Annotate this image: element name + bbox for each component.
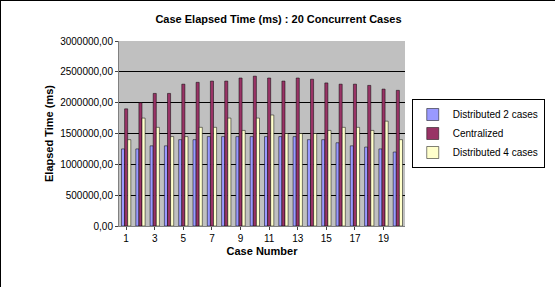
svg-text:Case Number: Case Number <box>227 245 299 257</box>
svg-text:17: 17 <box>349 233 361 244</box>
svg-text:3000000,00: 3000000,00 <box>60 36 113 47</box>
svg-text:1000000,00: 1000000,00 <box>60 159 113 170</box>
svg-text:19: 19 <box>378 233 390 244</box>
svg-text:9: 9 <box>238 233 244 244</box>
svg-text:2500000,00: 2500000,00 <box>60 66 113 77</box>
svg-text:Centralized: Centralized <box>453 128 504 139</box>
svg-text:Elapsed Time (ms): Elapsed Time (ms) <box>43 85 55 182</box>
svg-text:2000000,00: 2000000,00 <box>60 97 113 108</box>
svg-text:0,00: 0,00 <box>94 221 114 232</box>
svg-text:11: 11 <box>264 233 275 244</box>
svg-text:5: 5 <box>181 233 187 244</box>
svg-text:7: 7 <box>209 233 215 244</box>
svg-text:15: 15 <box>321 233 333 244</box>
svg-text:1: 1 <box>123 233 129 244</box>
svg-text:1500000,00: 1500000,00 <box>60 128 113 139</box>
svg-text:Distributed 2 cases: Distributed 2 cases <box>453 109 538 120</box>
svg-text:Distributed 4 cases: Distributed 4 cases <box>453 147 538 158</box>
svg-text:Case Elapsed Time (ms) : 20 Co: Case Elapsed Time (ms) : 20 Concurrent C… <box>155 13 401 25</box>
svg-text:13: 13 <box>292 233 304 244</box>
svg-text:3: 3 <box>152 233 158 244</box>
svg-text:500000,00: 500000,00 <box>66 190 114 201</box>
